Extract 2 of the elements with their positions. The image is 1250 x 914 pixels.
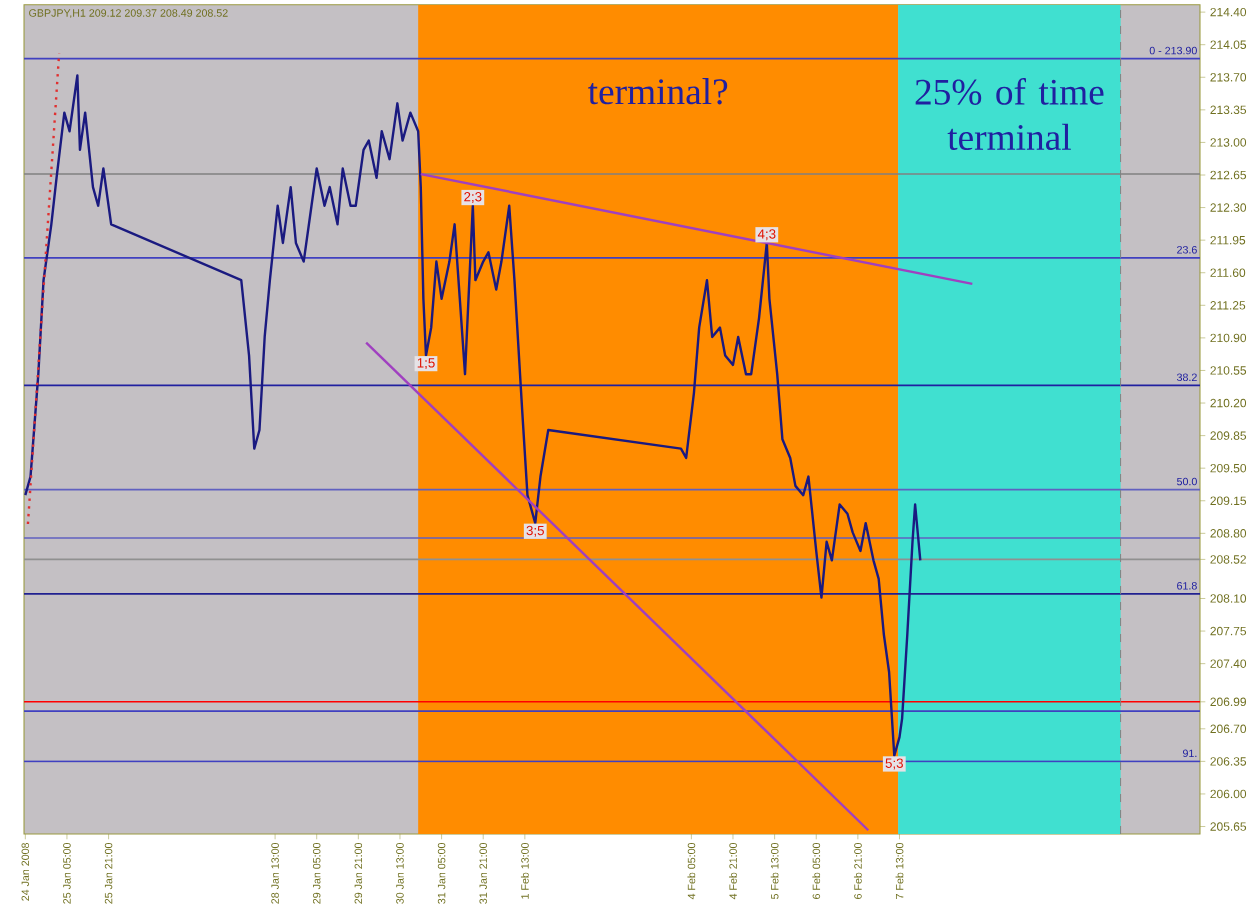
band-label: terminal? bbox=[588, 78, 728, 105]
band-label: 25% of time terminal bbox=[915, 78, 1104, 151]
